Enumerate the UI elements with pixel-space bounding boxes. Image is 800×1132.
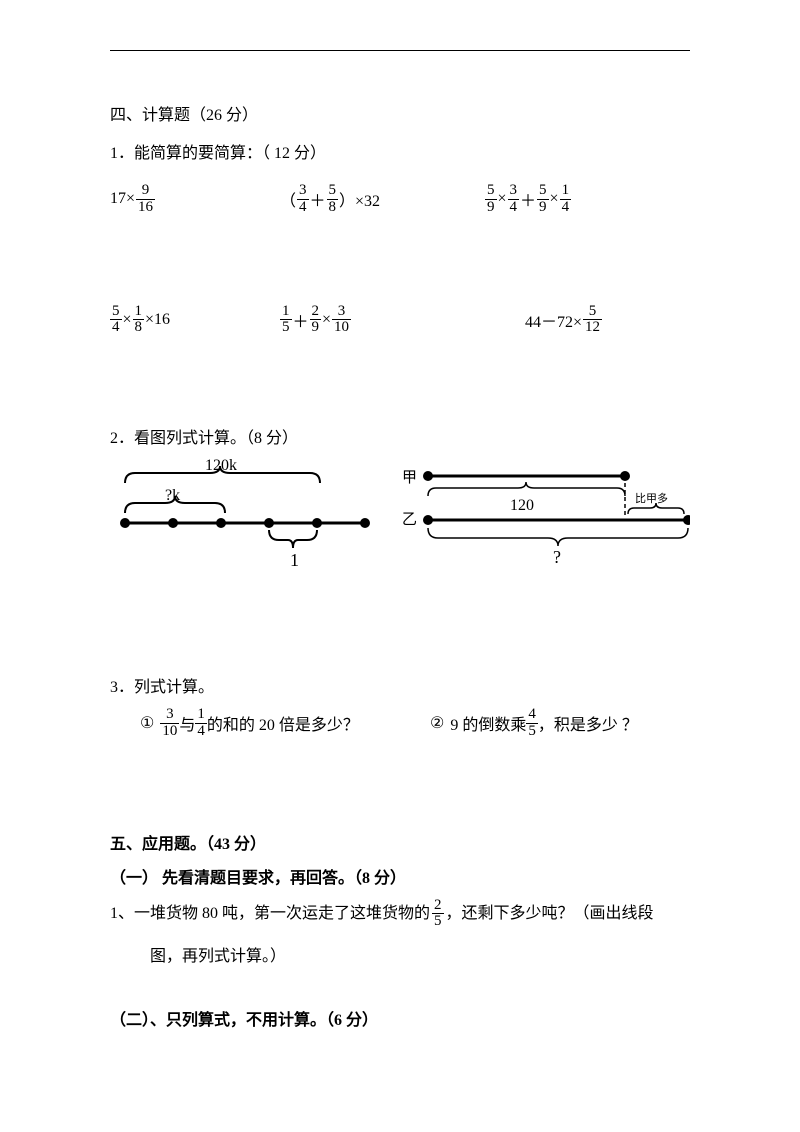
- plus-sign: ＋: [293, 308, 309, 332]
- expr-1: 17× 9 16: [110, 183, 280, 216]
- q2-title: 2．看图列式计算。（8 分）: [110, 424, 690, 448]
- expr-2-frac1: 3 4: [297, 183, 309, 216]
- expr-2-prefix: （: [280, 187, 296, 211]
- expr-4: 5 4 × 1 8 ×16: [110, 304, 280, 337]
- q3-a-mid: 与: [179, 711, 195, 735]
- plus-sign: ＋: [520, 187, 536, 211]
- section-4-title: 四、计算题（26 分）: [110, 101, 690, 125]
- q3-a-frac1: 3 10: [160, 707, 179, 740]
- expr-2-frac2: 5 8: [327, 183, 339, 216]
- expr-5: 1 5 ＋ 2 9 × 3 10: [280, 304, 485, 337]
- expr-1-frac: 9 16: [136, 183, 155, 216]
- d2-jia: 甲: [402, 470, 417, 486]
- expr-4-frac1: 5 4: [110, 304, 122, 337]
- q3-a-tail: 的和的 20 倍是多少？: [207, 711, 359, 735]
- expr-6: 44－72× 5 12: [525, 304, 685, 337]
- q1-row1: 17× 9 16 （ 3 4 ＋ 5 8 ）×32: [110, 183, 690, 216]
- mult-sign: ×: [498, 190, 507, 208]
- q3-b-tail: ，积是多少 ？: [538, 711, 638, 735]
- diagram-area: 120k ?k 1 甲 120: [110, 458, 690, 573]
- d1-mid-label: ?k: [165, 487, 180, 504]
- d2-yi: 乙: [402, 512, 417, 528]
- expr-6-prefix: 44－72×: [525, 308, 582, 332]
- expr-4-frac2: 1 8: [133, 304, 145, 337]
- expr-3-frac4: 1 4: [560, 183, 572, 216]
- expr-6-frac: 5 12: [583, 304, 602, 337]
- d2-right-label: 比甲多: [635, 491, 668, 505]
- expr-3: 5 9 × 3 4 ＋ 5 9 × 1 4: [485, 183, 685, 216]
- mult-sign: ×: [550, 190, 559, 208]
- expr-3-frac1: 5 9: [485, 183, 497, 216]
- q3-b-lead: 9 的倒数乘: [450, 711, 526, 735]
- s5-q1-lead: 1、一堆货物 80 吨，第一次运走了这堆货物的: [110, 899, 430, 929]
- q3-title: 3．列式计算。: [110, 673, 690, 697]
- d2-bottom-label: ?: [553, 547, 561, 567]
- section-5-title: 五、应用题。（43 分）: [110, 830, 690, 854]
- expr-5-frac3: 3 10: [332, 304, 351, 337]
- d1-top-label: 120k: [205, 458, 237, 474]
- mult-sign: ×: [123, 311, 132, 329]
- expr-1-prefix: 17×: [110, 190, 135, 208]
- d2-value: 120: [510, 497, 534, 514]
- q3-a-circle: ①: [140, 713, 154, 733]
- s5-q1-tail: ，还剩下多少吨？（画出线段: [446, 899, 654, 929]
- expr-3-frac2: 3 4: [508, 183, 520, 216]
- expr-4-suffix: ×16: [145, 311, 170, 329]
- q3-row: ① 3 10 与 1 4 的和的 20 倍是多少？ ② 9 的倒数乘 4 5 ，…: [110, 707, 690, 740]
- mult-sign: ×: [322, 311, 331, 329]
- q3-a-frac2: 1 4: [195, 707, 207, 740]
- q2-diagram-2: 甲 120 乙 比甲多 ?: [400, 458, 690, 573]
- part1-title: （一） 先看清题目要求，再回答。（8 分）: [110, 864, 690, 888]
- expr-2-suffix: ）×32: [339, 187, 380, 211]
- expr-2: （ 3 4 ＋ 5 8 ）×32: [280, 183, 485, 216]
- d1-bottom-label: 1: [290, 550, 299, 570]
- expr-5-frac2: 2 9: [310, 304, 322, 337]
- top-horizontal-rule: [110, 50, 690, 51]
- s5-q1-frac: 2 5: [432, 898, 444, 931]
- expr-5-frac1: 1 5: [280, 304, 292, 337]
- plus-sign: ＋: [310, 187, 326, 211]
- s5-q1-line2: 图，再列式计算。）: [110, 942, 690, 966]
- expr-3-frac3: 5 9: [537, 183, 549, 216]
- q3-b-frac: 4 5: [526, 707, 538, 740]
- s5-q1: 1、一堆货物 80 吨，第一次运走了这堆货物的 2 5 ，还剩下多少吨？（画出线…: [110, 898, 690, 931]
- q3-b-circle: ②: [430, 713, 444, 733]
- page-content: 四、计算题（26 分） 1．能简算的要简算：（ 12 分） 17× 9 16 （…: [0, 0, 800, 1080]
- q2-diagram-1: 120k ?k 1: [110, 458, 390, 573]
- part2-title: （二）、只列算式，不用计算。（6 分）: [110, 1006, 690, 1030]
- q1-row2: 5 4 × 1 8 ×16 1 5 ＋ 2 9: [110, 304, 690, 337]
- q1-title: 1．能简算的要简算：（ 12 分）: [110, 139, 690, 163]
